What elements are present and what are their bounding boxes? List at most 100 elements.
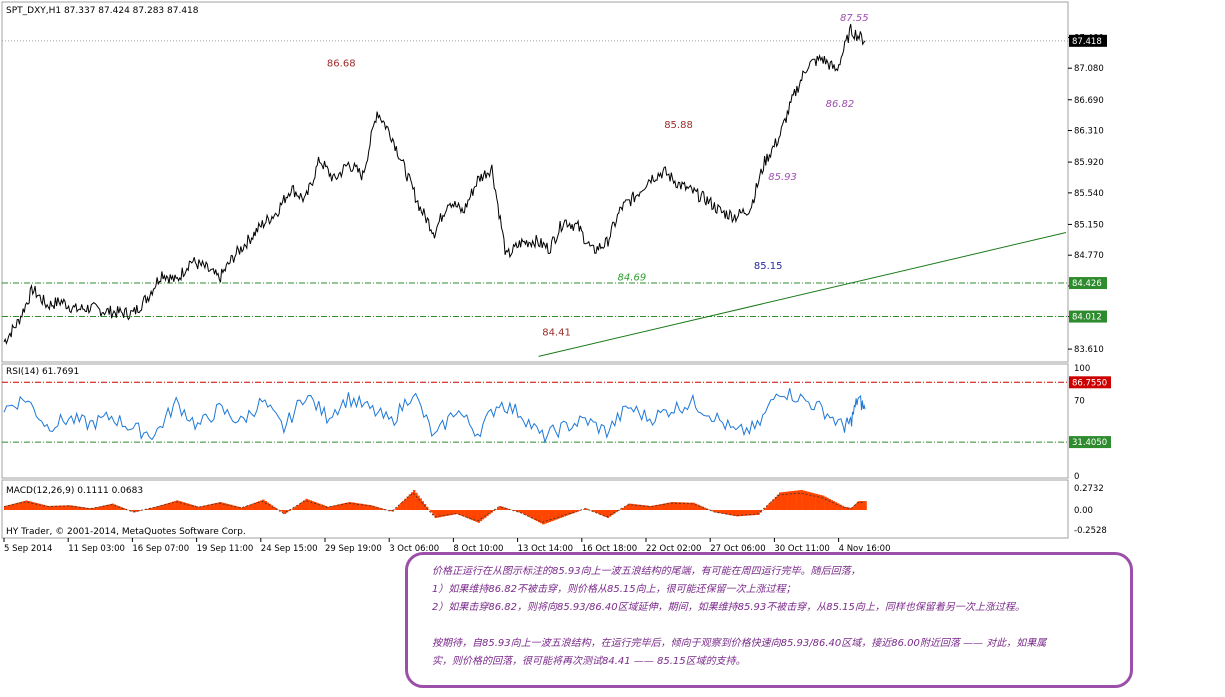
macd-bar [817, 494, 821, 510]
macd-bar [796, 490, 799, 510]
time-tick-label: 8 Oct 10:00 [453, 544, 503, 554]
macd-bar [664, 503, 668, 510]
macd-bar [249, 504, 252, 510]
macd-bar [83, 507, 86, 510]
macd-bar [804, 491, 808, 510]
macd-bar [716, 510, 719, 513]
macd-bar [103, 505, 106, 510]
macd-bar [660, 504, 663, 510]
macd-bar [329, 506, 332, 510]
macd-bar [738, 510, 741, 517]
macd-bar [645, 505, 648, 510]
macd-bar [81, 507, 84, 510]
macd-bar [62, 505, 65, 510]
macd-bar [150, 507, 153, 510]
macd-bar [565, 510, 569, 516]
macd-bar [643, 505, 646, 510]
macd-bar [189, 504, 192, 510]
macd-tick-label: 0.00 [1074, 506, 1093, 516]
macd-bar [673, 502, 676, 510]
macd-bar [639, 504, 642, 510]
comment-line-2: 1）如果维持86.82不被击穿，则价格从85.15向上，很可能还保留一次上涨过程… [432, 584, 796, 595]
macd-bar [561, 510, 564, 518]
macd-bar [723, 510, 726, 514]
macd-bar [376, 507, 379, 510]
macd-bar [85, 507, 89, 510]
macd-bar [826, 497, 829, 510]
macd-bar [652, 505, 655, 510]
macd-bar [809, 492, 812, 510]
macd-bar [206, 504, 209, 510]
macd-bar [628, 503, 631, 510]
macd-bar [832, 501, 836, 510]
macd-bar [606, 510, 610, 518]
macd-bar [247, 505, 250, 510]
macd-bar [193, 505, 196, 510]
analysis-comment-box: 价格正运行在从图示标注的85.93向上一波五浪结构的尾端，有可能在周四运行完毕。… [405, 552, 1133, 688]
macd-bar [505, 508, 508, 510]
macd-bar [283, 510, 287, 514]
macd-bar [148, 508, 151, 510]
price-tick-label: 87.080 [1074, 64, 1104, 74]
macd-bar [118, 506, 121, 510]
macd-bar [533, 510, 536, 520]
macd-bar [32, 502, 35, 510]
rsi-header: RSI(14) 61.7691 [6, 367, 79, 377]
chart-canvas: SPT_DXY,H1 87.337 87.424 87.283 87.418 8… [1, 1, 1111, 554]
macd-bar [525, 510, 528, 516]
macd-header: MACD(12,26,9) 0.1111 0.0683 [6, 486, 143, 496]
macd-bar [432, 510, 435, 516]
macd-bar [38, 503, 41, 510]
price-tick-label: 85.150 [1074, 220, 1104, 230]
macd-bar [456, 510, 459, 514]
macd-bar [326, 506, 330, 510]
price-tick-label: 85.920 [1074, 158, 1104, 168]
macd-bar [837, 503, 840, 510]
macd-bar [497, 507, 500, 510]
rsi-tick-label: 70 [1074, 396, 1085, 406]
macd-bar [294, 506, 297, 510]
time-tick-label: 30 Oct 11:00 [774, 544, 829, 554]
macd-bar [417, 495, 420, 510]
macd-bar [156, 506, 160, 510]
macd-bar [301, 501, 304, 510]
macd-bar [165, 503, 168, 510]
macd-bar [839, 504, 842, 510]
macd-bar [174, 501, 177, 510]
macd-bar [692, 502, 696, 510]
macd-bar [608, 510, 612, 517]
macd-bar [572, 510, 575, 514]
macd-bar [451, 510, 455, 515]
macd-bar [303, 500, 306, 510]
macd-bar [49, 505, 52, 510]
time-tick-label: 24 Sep 15:00 [261, 544, 318, 554]
macd-bar [232, 505, 235, 510]
macd-bar [807, 491, 810, 510]
macd-bar [410, 492, 414, 510]
macd-bar [342, 503, 345, 510]
rsi-panel [1, 363, 1069, 479]
macd-bar [6, 505, 9, 510]
macd-bar [290, 509, 293, 510]
macd-bar [824, 496, 827, 510]
macd-bar [751, 510, 754, 516]
macd-bar [21, 501, 24, 510]
macd-bar [404, 498, 407, 510]
macd-bar [578, 510, 582, 511]
macd-bar [79, 506, 82, 510]
macd-bar [204, 505, 207, 510]
macd-bar [462, 510, 465, 517]
price-annotations: 86.68 85.88 84.41 84.69 85.15 85.93 86.82 87.55 [327, 13, 869, 338]
price-annotation: 86.68 [327, 59, 356, 70]
macd-bar [344, 503, 347, 510]
macd-bar [484, 510, 487, 518]
macd-bar [187, 503, 190, 510]
macd-bar [649, 506, 653, 510]
macd-bar [604, 510, 607, 517]
macd-bar [210, 503, 214, 510]
macd-bar [337, 504, 341, 510]
macd-bar [70, 505, 74, 510]
macd-bar [542, 510, 545, 525]
price-annotation: 85.88 [664, 120, 693, 131]
macd-bar [36, 503, 39, 510]
